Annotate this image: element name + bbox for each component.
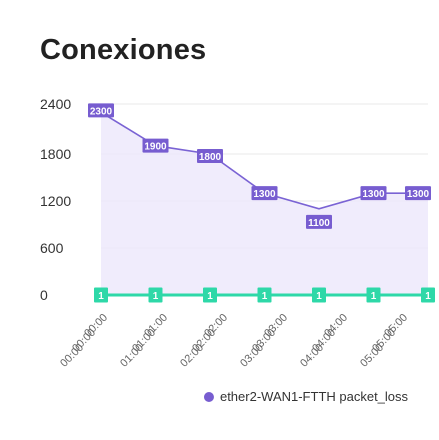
data-label-packet-loss-text: 1 <box>371 291 377 302</box>
data-label-packet-loss-text: 1 <box>425 291 431 302</box>
y-tick-label: 2400 <box>40 96 71 112</box>
data-label-text: 1100 <box>308 218 330 229</box>
data-label-packet-loss: 1 <box>257 287 272 303</box>
data-label-text: 2300 <box>90 106 113 117</box>
y-axis: 0 600 1200 1800 2400 <box>40 96 71 303</box>
data-label-packet-loss-text: 1 <box>207 291 213 302</box>
y-tick-label: 600 <box>40 240 64 256</box>
series-area-fill <box>101 112 428 295</box>
data-labels: 2300 1900 1800 1300 1100 1300 1300 1 1 1 1 1 1 1 <box>88 103 435 303</box>
legend[interactable]: ether2-WAN1-FTTH packet_loss <box>203 389 409 404</box>
data-label-text: 1300 <box>407 189 430 200</box>
chart-title: Conexiones <box>40 34 207 66</box>
data-label: 2300 <box>88 103 114 118</box>
data-label-packet-loss-text: 1 <box>262 291 268 302</box>
data-label-packet-loss-text: 1 <box>98 291 104 302</box>
data-label-packet-loss: 1 <box>366 287 381 303</box>
data-label-text: 1800 <box>199 152 222 163</box>
data-label-text: 1300 <box>362 189 385 200</box>
data-label: 1300 <box>251 186 278 201</box>
legend-label: ether2-WAN1-FTTH packet_loss <box>219 389 409 404</box>
data-label-packet-loss: 1 <box>421 287 435 303</box>
data-label-packet-loss: 1 <box>148 287 163 303</box>
data-label-packet-loss: 1 <box>312 287 326 303</box>
data-label: 1800 <box>197 149 223 163</box>
legend-marker <box>203 392 214 402</box>
y-tick-label: 0 <box>40 287 48 303</box>
data-label: 1300 <box>360 186 387 201</box>
data-label-packet-loss-text: 1 <box>316 291 322 302</box>
data-label-packet-loss: 1 <box>203 287 217 303</box>
data-label: 1100 <box>306 214 332 229</box>
y-tick-label: 1200 <box>40 193 71 209</box>
data-label-packet-loss-text: 1 <box>153 291 159 302</box>
data-label-packet-loss: 1 <box>94 287 108 303</box>
data-label-text: 1900 <box>144 142 167 153</box>
data-label-text: 1300 <box>253 189 276 200</box>
data-label: 1300 <box>405 186 431 201</box>
y-tick-label: 1800 <box>40 146 71 162</box>
series-area <box>101 112 428 295</box>
data-label: 1900 <box>142 138 169 153</box>
